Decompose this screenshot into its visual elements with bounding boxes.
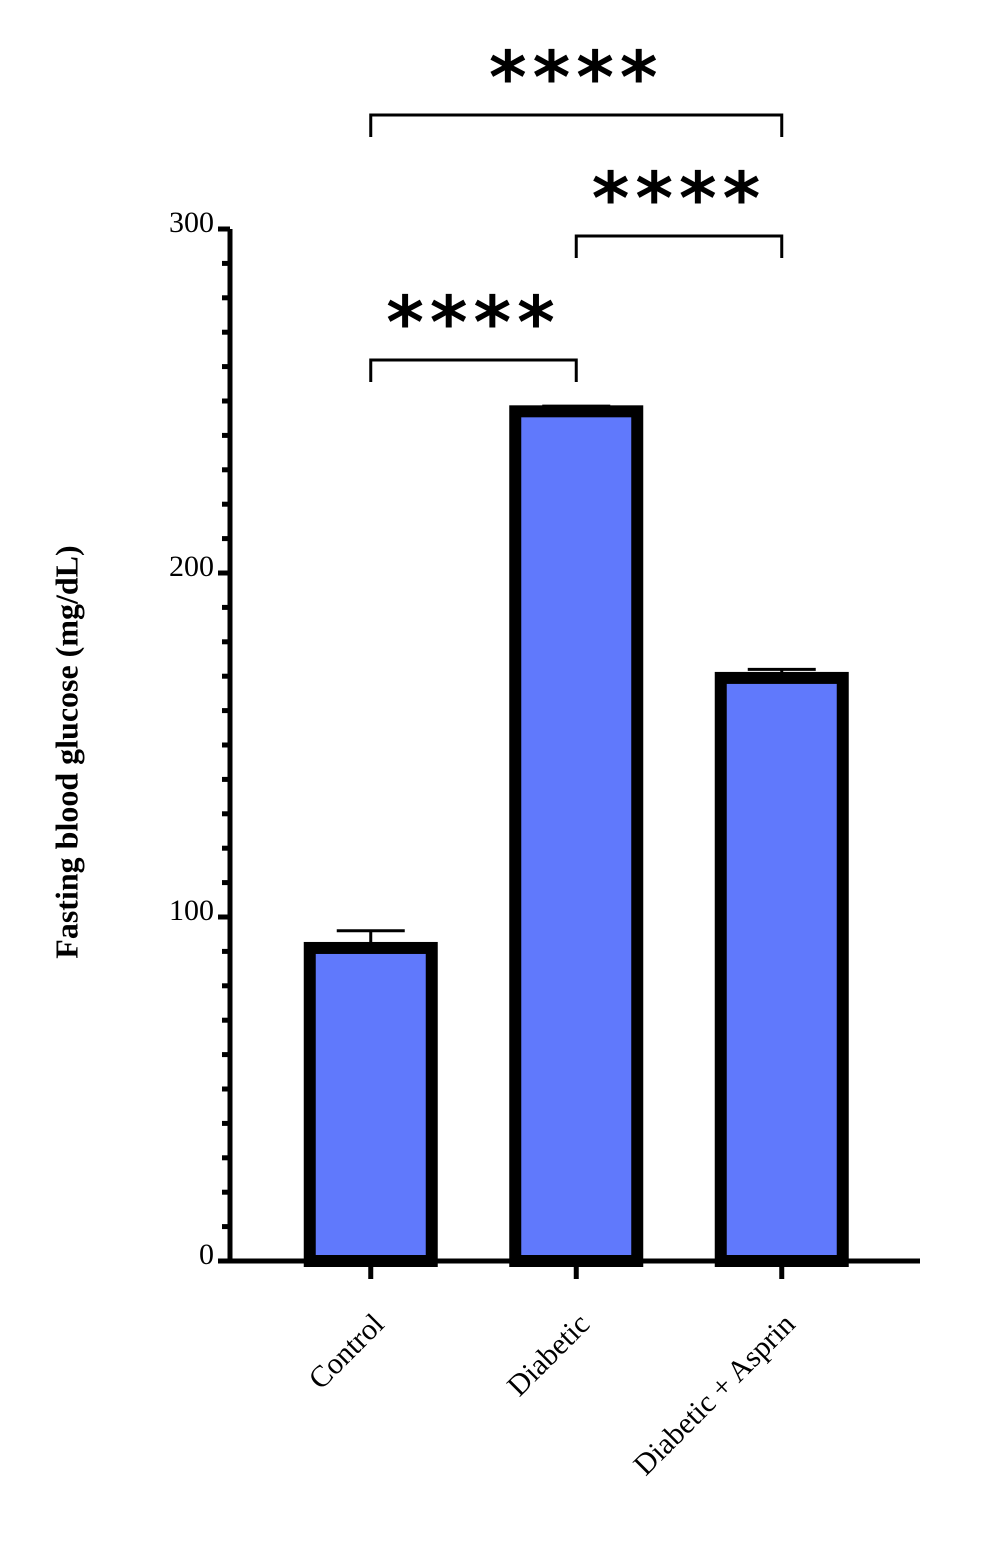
bar [714,671,849,1267]
bar [509,405,644,1267]
x-tick-label: Control [302,1307,390,1395]
y-tick-label: 200 [169,550,214,583]
x-tick-label: Diabetic [501,1307,596,1402]
significance-label: **** [592,157,767,241]
significance-bracket [369,358,578,382]
significance-bracket [369,113,784,137]
y-tick-label: 0 [199,1238,214,1271]
y-tick-label: 100 [169,894,214,927]
significance-label: **** [489,36,664,120]
y-tick-label: 300 [169,206,214,239]
y-axis-label: Fasting blood glucose (mg/dL) [48,545,84,958]
bar [303,941,438,1268]
significance-bracket [574,234,784,258]
x-tick-label: Diabetic + Asprin [627,1307,801,1481]
significance-label: **** [386,281,561,365]
